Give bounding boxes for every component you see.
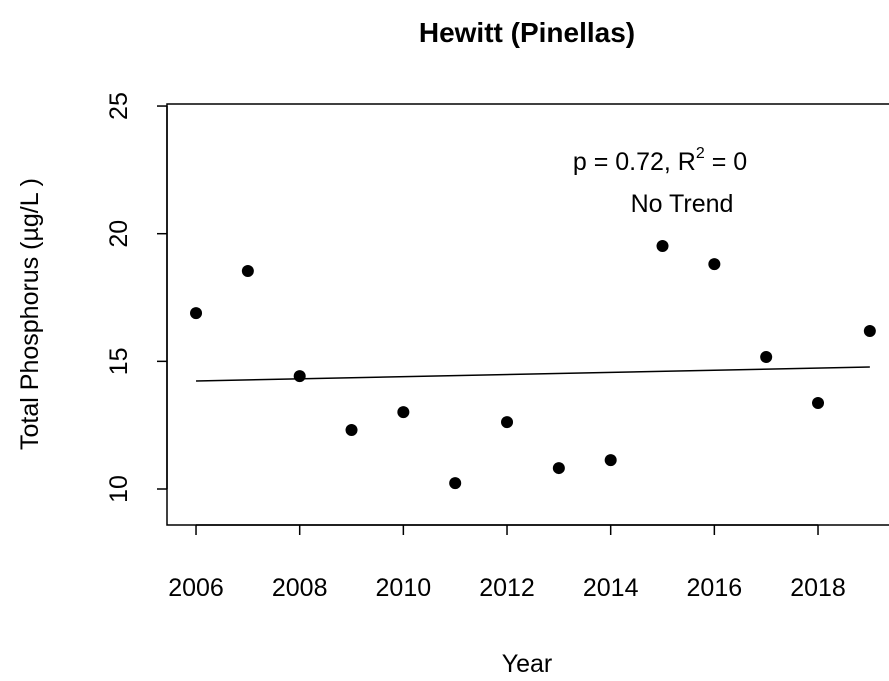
trend-line — [196, 366, 870, 382]
point — [604, 454, 617, 467]
trend-label: No Trend — [631, 190, 734, 218]
point — [397, 406, 410, 419]
x-tick-label: 2010 — [376, 574, 432, 602]
point — [812, 396, 825, 409]
point — [708, 258, 721, 271]
point — [656, 239, 669, 252]
point — [293, 370, 306, 383]
x-tick-label: 2012 — [479, 574, 535, 602]
y-tick-label: 15 — [105, 347, 133, 375]
point — [760, 351, 773, 364]
x-tick-label: 2014 — [583, 574, 639, 602]
x-axis-label: Year — [502, 650, 553, 678]
y-tick-label: 25 — [105, 92, 133, 120]
point — [345, 424, 358, 437]
x-tick-label: 2016 — [687, 574, 743, 602]
point — [449, 477, 462, 490]
x-tick-label: 2006 — [168, 574, 224, 602]
point — [241, 264, 254, 277]
annotation-text: p = 0.72, R — [573, 148, 696, 176]
x-tick-label: 2008 — [272, 574, 328, 602]
point — [863, 324, 876, 337]
chart-title: Hewitt (Pinellas) — [419, 17, 635, 48]
annotation: p = 0.72, R2 = 0 — [573, 145, 747, 176]
y-axis-label: Total Phosphorus (µg/L ) — [16, 178, 44, 450]
point — [552, 462, 565, 475]
x-tick-label: 2018 — [790, 574, 846, 602]
y-tick-label: 10 — [105, 475, 133, 503]
y-tick-label: 20 — [105, 220, 133, 248]
point — [190, 307, 203, 320]
annotation-suffix: = 0 — [705, 148, 747, 176]
annotation-superscript: 2 — [696, 145, 705, 162]
point — [501, 416, 514, 429]
plot-box — [166, 103, 889, 526]
